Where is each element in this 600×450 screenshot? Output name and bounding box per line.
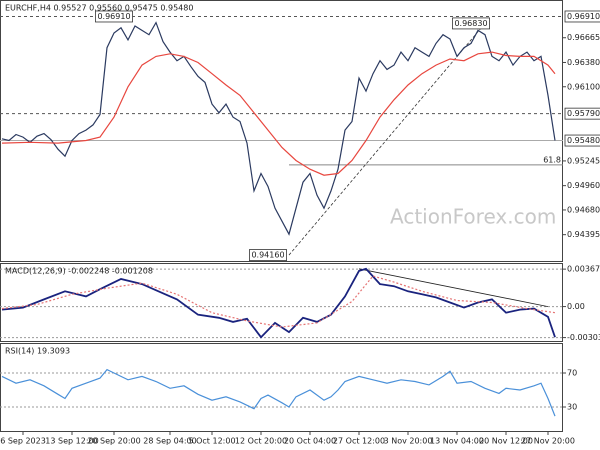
y-tick-label: 30 — [567, 403, 577, 412]
y-tick-label: 0.94960 — [567, 181, 600, 190]
y-tick-label: 0.96380 — [567, 58, 600, 67]
y-tick-label: 0.96665 — [567, 33, 600, 42]
annotation-label-box — [249, 249, 287, 261]
x-tick-label: 3 Nov 20:00 — [384, 437, 433, 446]
panel-frame — [0, 343, 563, 432]
y-tick-label: 0.95245 — [567, 156, 600, 165]
annotation-label: 0.96830 — [454, 19, 487, 28]
panel-title: EURCHF,H4 0.95527 0.95560 0.95475 0.9548… — [5, 4, 193, 13]
annotation-label: 0.94160 — [251, 251, 284, 260]
series-line — [1, 51, 556, 176]
level-label: 0.96910 — [567, 12, 600, 21]
series-line — [1, 275, 556, 328]
panel-frame — [0, 263, 563, 342]
y-tick-label: -0.003038 — [567, 333, 600, 342]
annotation-label-box — [452, 17, 490, 30]
panel-title: RSI(14) 19.3093 — [5, 347, 70, 356]
level-label-box — [564, 10, 600, 23]
level-label-box — [564, 107, 600, 120]
y-tick-label: 70 — [567, 369, 577, 378]
x-tick-label: 20 Oct 04:00 — [284, 437, 336, 446]
x-tick-label: 20 Sep 20:00 — [87, 437, 140, 446]
x-tick-label: 13 Sep 12:00 — [45, 437, 98, 446]
x-tick-label: 27 Nov 20:00 — [521, 437, 575, 446]
trendline — [288, 23, 486, 256]
annotation-label-box — [95, 10, 133, 23]
series-line — [1, 368, 556, 417]
level-label: 0.95790 — [567, 109, 600, 118]
x-tick-label: 5 Oct 12:00 — [188, 437, 235, 446]
trendline — [358, 268, 549, 307]
panel-title: MACD(12,26,9) -0.002248 -0.001208 — [5, 267, 153, 276]
watermark: ActionForex.com — [390, 205, 556, 229]
level-label-box — [564, 134, 600, 147]
series-line — [1, 21, 556, 236]
x-tick-label: 6 Sep 2023 — [0, 437, 46, 446]
series-line — [1, 267, 556, 339]
x-tick-label: 20 Nov 12:00 — [479, 437, 533, 446]
x-tick-label: 12 Oct 20:00 — [235, 437, 287, 446]
y-tick-label: 0.00 — [567, 302, 585, 311]
annotation-label: 0.96910 — [97, 12, 130, 21]
panel-frame — [0, 0, 563, 262]
y-tick-label: 0.96100 — [567, 82, 600, 91]
y-tick-label: 0.94395 — [567, 230, 600, 239]
x-tick-label: 27 Oct 12:00 — [333, 437, 385, 446]
x-tick-label: 13 Nov 04:00 — [430, 437, 484, 446]
y-tick-label: 0.94680 — [567, 205, 600, 214]
level-label: 0.95480 — [567, 136, 600, 145]
fib-label: 61.8 — [543, 155, 561, 164]
y-tick-label: 0.00367 — [567, 265, 600, 274]
x-tick-label: 28 Sep 04:00 — [143, 437, 196, 446]
